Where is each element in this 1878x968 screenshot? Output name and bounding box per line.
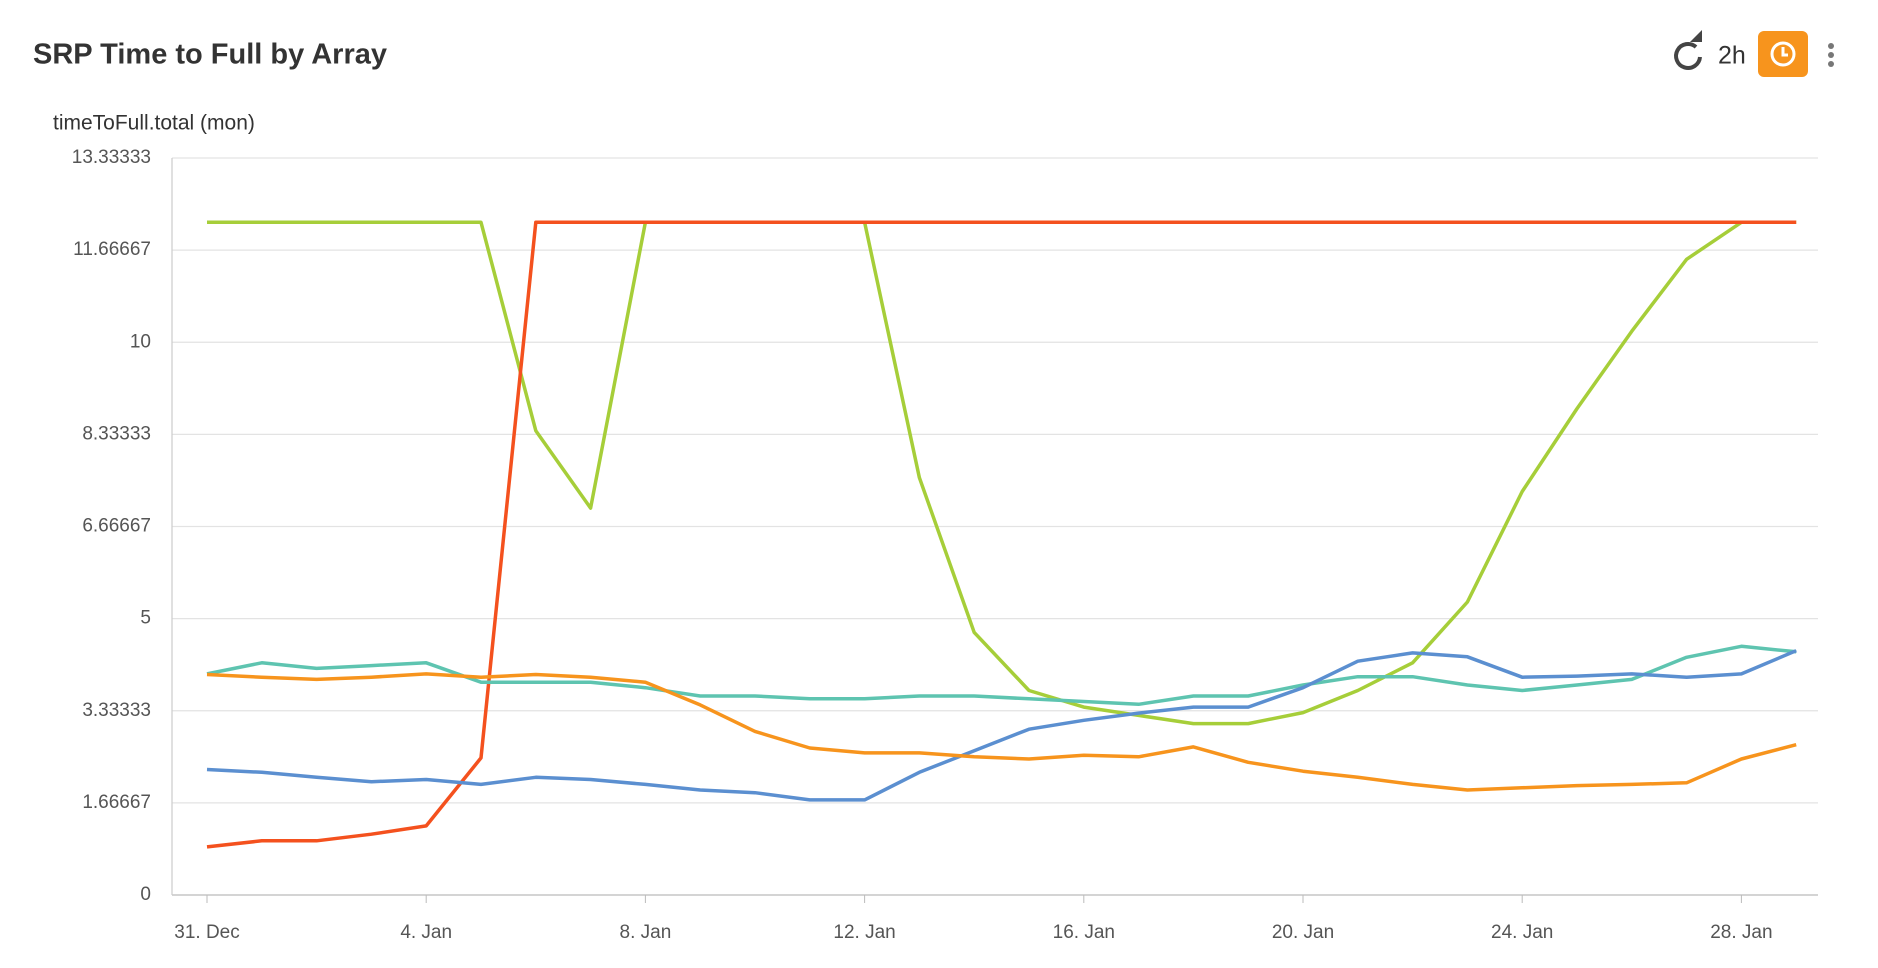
y-tick-label: 0: [140, 884, 151, 905]
y-tick-label: 11.66667: [73, 239, 151, 260]
series-line: [207, 220, 1797, 726]
x-tick-label: 24. Jan: [1491, 922, 1553, 943]
refresh-button[interactable]: [1674, 30, 1702, 70]
menu-dot: [1828, 43, 1834, 49]
x-tick-label: 4. Jan: [400, 922, 452, 943]
y-tick-label: 6.66667: [82, 516, 151, 537]
y-tick-label: 3.33333: [82, 700, 151, 721]
x-tick-label: 8. Jan: [620, 922, 672, 943]
x-tick-label: 16. Jan: [1053, 922, 1115, 943]
clock-icon: [1770, 41, 1796, 67]
x-tick-label: 20. Jan: [1272, 922, 1334, 943]
refresh-icon: [1674, 41, 1702, 70]
clock-button[interactable]: [1758, 31, 1808, 77]
y-tick-label: 1.66667: [82, 792, 151, 813]
more-menu[interactable]: [1828, 43, 1834, 67]
chart-title: SRP Time to Full by Array: [33, 39, 387, 71]
series-line: [206, 672, 1797, 792]
refresh-interval[interactable]: 2h: [1718, 42, 1746, 70]
y-tick-label: 10: [130, 331, 151, 352]
y-axis-label: timeToFull.total (mon): [53, 112, 255, 135]
x-tick-label: 31. Dec: [174, 922, 239, 943]
series-line: [206, 649, 1797, 802]
series-line: [206, 220, 1797, 849]
menu-dot: [1828, 52, 1834, 58]
y-tick-label: 5: [140, 608, 151, 629]
y-tick-label: 13.33333: [72, 147, 151, 168]
clock-hands: [1781, 47, 1788, 57]
menu-dot: [1828, 61, 1834, 67]
x-tick-label: 28. Jan: [1710, 922, 1772, 943]
refresh-arrow: [1690, 30, 1702, 42]
y-tick-label: 8.33333: [82, 423, 151, 444]
series-line: [206, 644, 1797, 707]
x-tick-label: 12. Jan: [833, 922, 895, 943]
